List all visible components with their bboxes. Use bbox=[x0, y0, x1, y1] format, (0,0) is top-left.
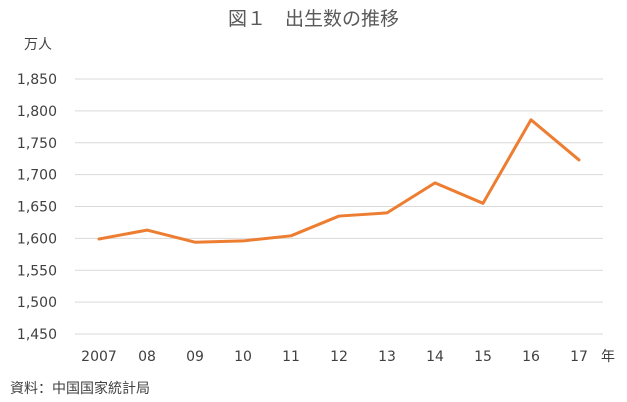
y-tick-label: 1,500 bbox=[17, 295, 57, 311]
y-tick-label: 1,750 bbox=[17, 136, 57, 152]
y-tick-label: 1,650 bbox=[17, 200, 57, 216]
y-tick-label: 1,450 bbox=[17, 327, 57, 343]
gridlines bbox=[75, 78, 603, 335]
x-axis-ticks: 2007 08 09 10 11 12 13 14 15 16 17 bbox=[81, 349, 588, 365]
x-tick-label: 17 bbox=[570, 349, 588, 365]
x-tick-label: 09 bbox=[186, 349, 204, 365]
x-tick-label: 13 bbox=[378, 349, 396, 365]
y-tick-label: 1,800 bbox=[17, 104, 57, 120]
x-tick-label: 16 bbox=[522, 349, 540, 365]
x-tick-label: 12 bbox=[330, 349, 348, 365]
x-tick-label: 14 bbox=[426, 349, 444, 365]
y-tick-label: 1,600 bbox=[17, 231, 57, 247]
x-tick-label: 10 bbox=[234, 349, 252, 365]
series-layer bbox=[97, 118, 581, 244]
series-line bbox=[97, 118, 581, 244]
y-tick-label: 1,550 bbox=[17, 263, 57, 279]
x-tick-label: 15 bbox=[474, 349, 492, 365]
y-tick-label: 1,700 bbox=[17, 168, 57, 184]
x-tick-label: 2007 bbox=[81, 349, 117, 365]
y-axis-ticks: 1,450 1,500 1,550 1,600 1,650 1,700 1,750 1,800… bbox=[17, 72, 57, 343]
y-axis-unit-label: 万人 bbox=[24, 37, 52, 53]
chart-title: 図１ 出生数の推移 bbox=[228, 8, 399, 30]
y-tick-label: 1,850 bbox=[17, 72, 57, 88]
x-axis-unit-label: 年 bbox=[601, 349, 615, 365]
source-note: 資料：中国国家統計局 bbox=[10, 380, 150, 397]
x-tick-label: 08 bbox=[138, 349, 156, 365]
x-tick-label: 11 bbox=[282, 349, 300, 365]
